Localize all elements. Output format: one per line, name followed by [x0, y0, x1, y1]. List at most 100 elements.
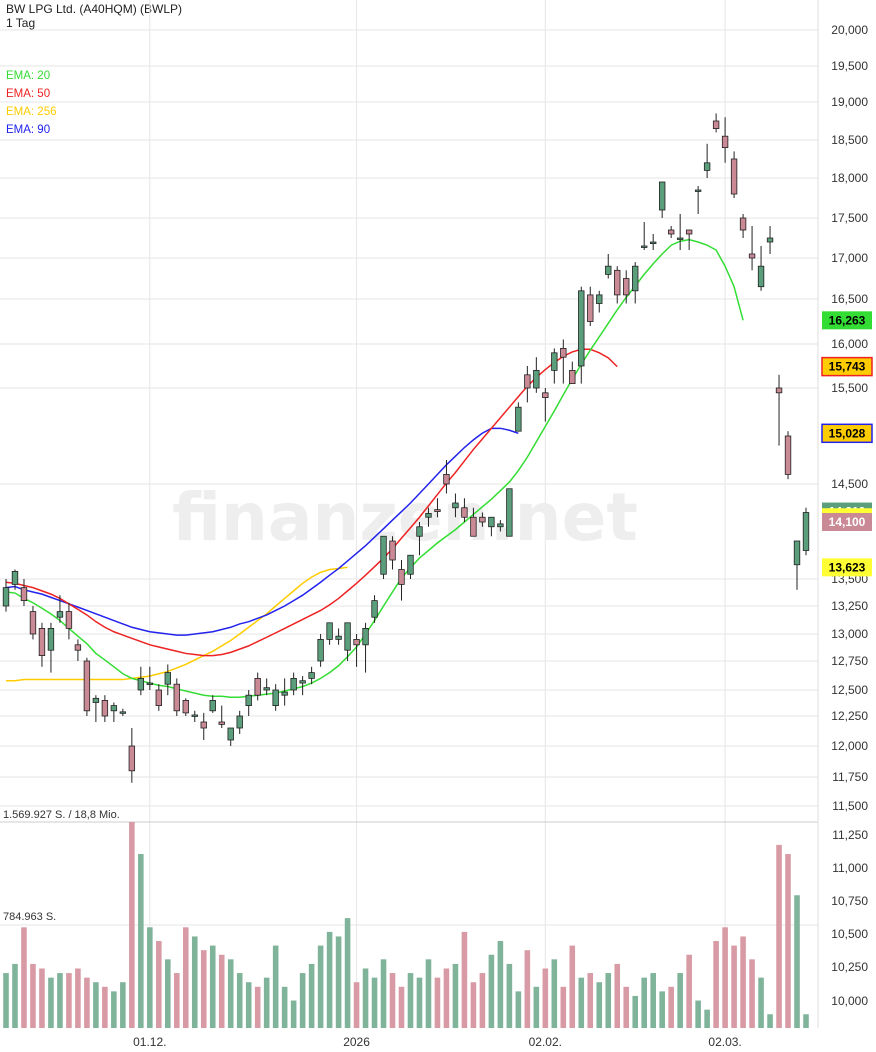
volume-tick-label: 10,250 [831, 960, 868, 974]
volume-bar [371, 977, 378, 1028]
volume-bar [659, 991, 665, 1028]
volume-bar [66, 973, 72, 1028]
volume-bar [506, 963, 513, 1028]
volume-bar [533, 986, 540, 1028]
volume-bar [596, 982, 603, 1028]
volume-bar [281, 986, 288, 1028]
candle [101, 700, 109, 717]
volume-tick-label: 11,000 [832, 861, 868, 875]
candle [74, 644, 82, 651]
candle [802, 512, 810, 551]
volume-bar [182, 927, 189, 1028]
volume-bar [785, 854, 791, 1028]
price-tick-label: 11,500 [832, 799, 868, 813]
candle [676, 237, 684, 240]
volume-bar [416, 977, 423, 1028]
candle [587, 294, 594, 322]
volume-bar [740, 936, 746, 1028]
volume-bar [722, 927, 728, 1028]
candle [685, 229, 693, 235]
candle [658, 181, 666, 211]
volume-bar [138, 854, 144, 1028]
candle [524, 374, 531, 389]
volume-bar [605, 973, 612, 1028]
candle [281, 691, 288, 696]
volume-bar [308, 963, 315, 1028]
volume-bar [84, 977, 90, 1028]
legend-ema-50: EMA: 50 [6, 88, 51, 100]
volume-bar [30, 963, 36, 1028]
candle [605, 265, 612, 275]
candle [416, 526, 423, 537]
volume-bar [147, 927, 153, 1028]
volume-bar [749, 959, 755, 1028]
volume-tick-label: 10,750 [831, 894, 868, 908]
ema-50-line [5, 348, 618, 657]
volume-bar [794, 895, 800, 1028]
candle [551, 352, 558, 371]
price-tick-label: 17,500 [831, 211, 868, 225]
candle [227, 727, 234, 741]
volume-bar [443, 968, 450, 1028]
price-badge [822, 513, 872, 531]
volume-bar [731, 945, 737, 1028]
volume-bar [398, 986, 405, 1028]
candle [245, 694, 252, 707]
candle [641, 245, 648, 248]
volume-bar [479, 973, 486, 1028]
candle [793, 540, 801, 566]
watermark: finanzen.net [172, 479, 638, 556]
candle [146, 682, 154, 685]
date-tick-label: 02.03. [708, 1035, 741, 1049]
candle [155, 689, 162, 707]
candle [721, 135, 729, 148]
candle [83, 660, 91, 712]
price-badge-label: 16,263 [829, 313, 866, 327]
candle [209, 700, 216, 712]
candle [452, 502, 459, 509]
volume-bar [93, 982, 99, 1028]
ema-20-line [5, 238, 744, 699]
candle [443, 473, 450, 485]
price-tick-label: 13,000 [831, 627, 868, 641]
candle [667, 229, 675, 235]
candle [506, 488, 513, 537]
date-tick-label: 01.12. [133, 1035, 166, 1049]
candle [389, 540, 396, 561]
chart-title: BW LPG Ltd. (A40HQM) (BWLP) [6, 2, 183, 16]
candle [560, 347, 567, 358]
volume-bar [434, 977, 441, 1028]
volume-tick-label: 10,500 [831, 927, 868, 941]
volume-bar [614, 963, 621, 1028]
date-tick-label: 02.02. [529, 1035, 562, 1049]
volume-bar [560, 986, 567, 1028]
volume-bar [497, 941, 504, 1028]
volume-bar [48, 977, 54, 1028]
price-badge [822, 558, 872, 577]
volume-bar [488, 954, 495, 1028]
price-tick-label: 16,500 [831, 292, 868, 306]
volume-bar [767, 1014, 773, 1028]
volume-bar [677, 973, 683, 1028]
candle [380, 535, 387, 575]
candle [236, 715, 243, 729]
volume-bar [75, 968, 81, 1028]
volume-bar [156, 941, 162, 1028]
price-badge-label: 13,623 [829, 560, 866, 574]
price-tick-label: 11,750 [832, 770, 868, 784]
price-tick-label: 12,750 [831, 654, 868, 668]
candle [533, 369, 540, 389]
candle [461, 507, 468, 518]
volume-bar [641, 977, 647, 1028]
volume-bar [317, 945, 324, 1028]
candle [775, 387, 783, 394]
candle [335, 635, 342, 640]
volume-bar [650, 973, 656, 1028]
price-tick-label: 14,500 [831, 477, 868, 491]
price-tick-label: 19,000 [831, 95, 868, 109]
price-tick-label: 15,500 [831, 381, 868, 395]
volume-bar [111, 991, 117, 1028]
volume-bar [623, 986, 630, 1028]
price-badge-label: 15,028 [829, 426, 866, 440]
